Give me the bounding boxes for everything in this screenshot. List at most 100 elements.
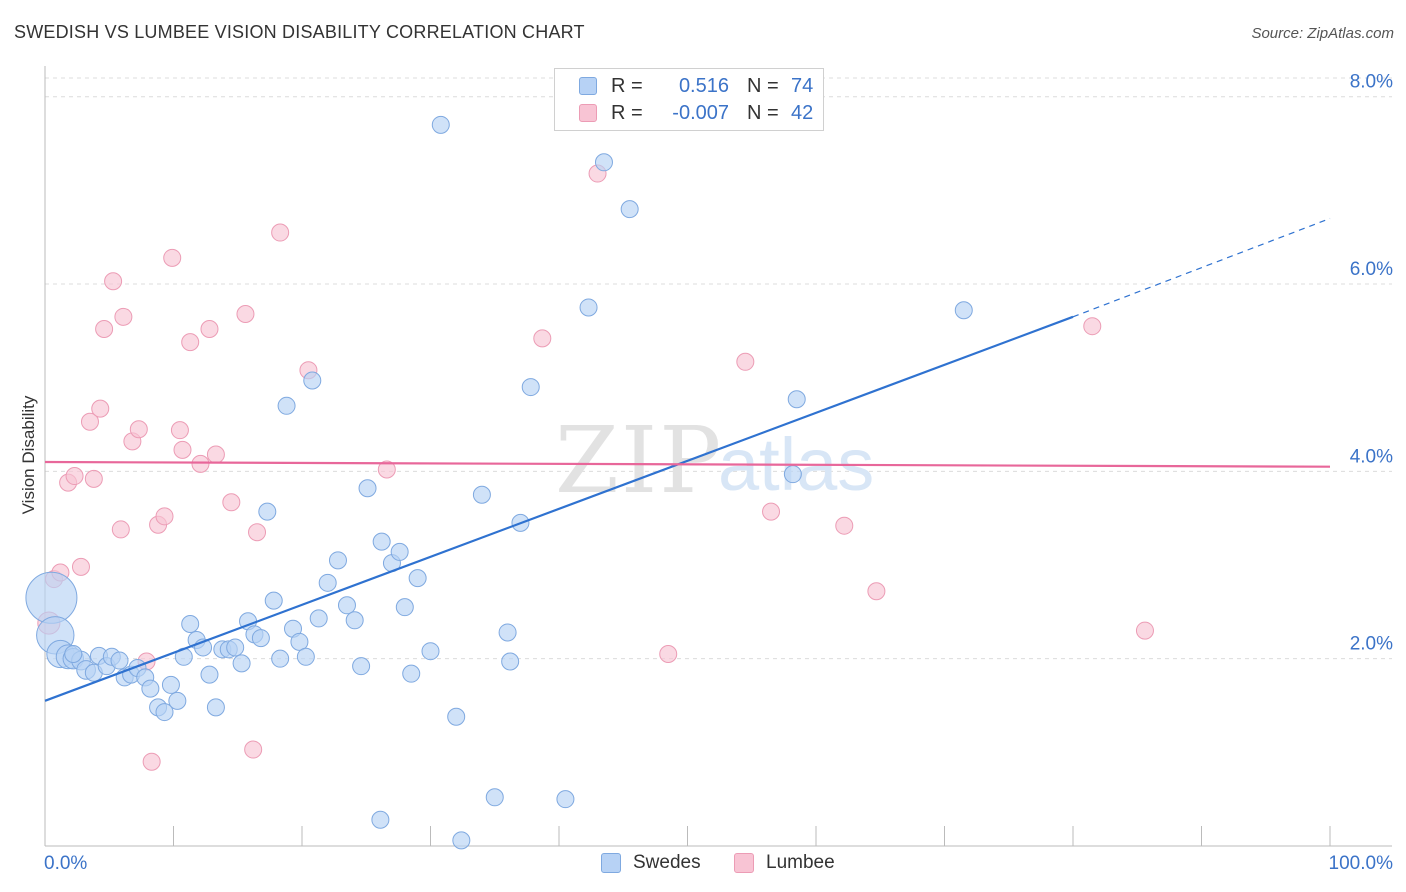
lumbee-point: [129, 420, 148, 439]
grid-lines: [45, 77, 1392, 660]
swedes-point: [226, 638, 245, 657]
lumbee-point: [659, 645, 678, 663]
lumbee-point: [155, 507, 174, 526]
swedes-point: [485, 788, 504, 807]
swedes-points: [25, 115, 973, 850]
swedes-point: [337, 596, 356, 615]
swedes-point: [318, 573, 337, 592]
swedes-point: [594, 153, 613, 172]
swedes-point: [521, 378, 540, 397]
y-axis-label: Vision Disability: [19, 395, 38, 514]
lumbee-point: [236, 305, 255, 324]
legend-n-value: 42: [791, 101, 814, 124]
lumbee-point: [244, 740, 263, 759]
lumbee-point: [142, 752, 161, 771]
legend-n-label: N =: [747, 74, 779, 97]
swedes-point: [141, 679, 160, 698]
swedes-point: [110, 651, 129, 670]
swedes-point: [421, 642, 440, 661]
y-tick-label: 8.0%: [1350, 72, 1393, 93]
lumbee-trend-line: [44, 460, 1331, 468]
swedes-trend-extension: [1072, 217, 1331, 318]
swedes-point: [371, 810, 390, 829]
lumbee-point: [114, 307, 133, 326]
legend-label-lumbee: Lumbee: [766, 852, 835, 873]
lumbee-point: [206, 445, 225, 464]
swedes-point: [579, 298, 598, 317]
swedes-point: [161, 675, 180, 694]
swedes-point: [787, 390, 806, 409]
legend-n-value: 74: [791, 74, 814, 97]
lumbee-point: [533, 329, 552, 348]
swedes-point: [232, 654, 251, 673]
watermark-zip: ZIP: [555, 407, 723, 514]
swedes-point: [296, 647, 315, 666]
swedes-point: [402, 664, 421, 683]
swedes-point: [358, 479, 377, 498]
lumbee-point: [271, 223, 290, 242]
lumbee-legend-swatch: [734, 853, 754, 873]
swedes-point: [447, 707, 466, 726]
swedes-point: [452, 831, 471, 850]
x-tick-label-min: 0.0%: [44, 853, 87, 874]
swedes-trend-line: [44, 315, 1074, 702]
swedes-point: [303, 371, 322, 390]
swedes-point: [556, 790, 575, 809]
chart-title: SWEDISH VS LUMBEE VISION DISABILITY CORR…: [14, 22, 585, 42]
trend-lines: [44, 217, 1331, 702]
legend-row-swedes: R = 0.516 N = 74: [579, 73, 813, 99]
lumbee-point: [111, 520, 130, 539]
lumbee-point: [222, 493, 241, 512]
swedes-point: [352, 657, 371, 676]
legend-n-label: N =: [747, 101, 779, 124]
y-tick-label: 2.0%: [1350, 634, 1393, 655]
lumbee-point: [163, 248, 182, 267]
legend-r-value: 0.516: [678, 74, 729, 97]
series-legend: Swedes Lumbee: [0, 852, 1406, 878]
lumbee-point: [65, 467, 84, 486]
legend-r-label: R =: [611, 74, 643, 97]
swedes-point: [954, 301, 973, 320]
lumbee-point: [867, 582, 886, 601]
axes: [44, 66, 1392, 847]
lumbee-point: [248, 523, 267, 542]
swedes-point: [64, 645, 83, 663]
lumbee-point: [173, 440, 192, 459]
swedes-point: [155, 703, 174, 722]
swedes-point: [408, 569, 427, 588]
lumbee-point: [1135, 621, 1154, 640]
lumbee-point: [736, 352, 755, 371]
swedes-point: [25, 571, 78, 624]
lumbee-point: [80, 412, 99, 431]
swedes-point: [620, 200, 639, 219]
swedes-legend-swatch: [601, 853, 621, 873]
swedes-point: [251, 629, 270, 648]
swedes-point: [181, 615, 200, 634]
lumbee-point: [835, 516, 854, 535]
source-label: Source: ZipAtlas.com: [1251, 25, 1394, 42]
y-tick-label: 4.0%: [1350, 446, 1393, 467]
tick-labels: 2.0% 4.0% 6.0% 8.0% 0.0% 100.0%: [44, 72, 1393, 874]
swedes-swatch: [579, 77, 597, 95]
swedes-point: [395, 598, 414, 617]
swedes-point: [390, 542, 409, 561]
swedes-point: [168, 691, 187, 710]
swedes-point: [206, 698, 225, 717]
lumbee-point: [377, 460, 396, 479]
legend-r-value: -0.007: [672, 101, 729, 124]
lumbee-point: [104, 272, 123, 291]
legend-row-lumbee: R = -0.007 N = 42: [579, 100, 813, 126]
swedes-point: [783, 465, 802, 484]
swedes-point: [431, 115, 450, 134]
swedes-point: [328, 551, 347, 570]
legend-item-lumbee: Lumbee: [734, 852, 835, 874]
swedes-point: [472, 485, 491, 504]
y-tick-label: 6.0%: [1350, 259, 1393, 280]
swedes-point: [258, 502, 277, 521]
lumbee-point: [71, 557, 90, 576]
swedes-point: [372, 532, 391, 551]
lumbee-point: [91, 399, 110, 418]
lumbee-point: [170, 421, 189, 440]
lumbee-point: [95, 320, 114, 339]
